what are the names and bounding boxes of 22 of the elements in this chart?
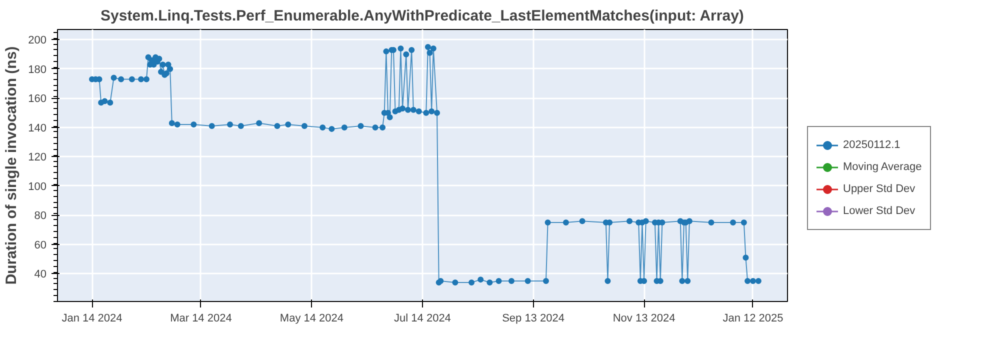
- legend-label: Moving Average: [843, 160, 922, 172]
- x-tick-label: Jan 14 2024: [62, 312, 122, 324]
- y-tick-label: 80: [34, 210, 47, 222]
- y-tick-label: 100: [28, 180, 47, 193]
- y-axis-title: Duration of single invocation (ns): [3, 46, 20, 285]
- y-tick-label: 60: [34, 239, 47, 252]
- x-tick-label: Sep 13 2024: [502, 312, 564, 324]
- legend-label: Upper Std Dev: [843, 182, 916, 194]
- chart-title: System.Linq.Tests.Perf_Enumerable.AnyWithPredicate_LastElementMatches(input: Array): [100, 8, 744, 24]
- legend-label: 20250112.1: [843, 138, 900, 150]
- x-tick-label: Jan 12 2025: [722, 312, 784, 324]
- x-tick-label: Mar 14 2024: [170, 312, 232, 324]
- x-tick-label: Nov 13 2024: [612, 312, 676, 324]
- y-tick-label: 120: [28, 152, 47, 164]
- x-tick-label: Jul 14 2024: [394, 312, 451, 324]
- y-tick-label: 160: [28, 93, 47, 106]
- y-tick-label: 40: [34, 268, 47, 281]
- y-tick-label: 140: [28, 122, 47, 134]
- y-tick-label: 180: [28, 64, 47, 76]
- y-tick-label: 200: [28, 34, 47, 47]
- x-tick-label: May 14 2024: [280, 312, 344, 324]
- legend-label: Lower Std Dev: [843, 204, 916, 216]
